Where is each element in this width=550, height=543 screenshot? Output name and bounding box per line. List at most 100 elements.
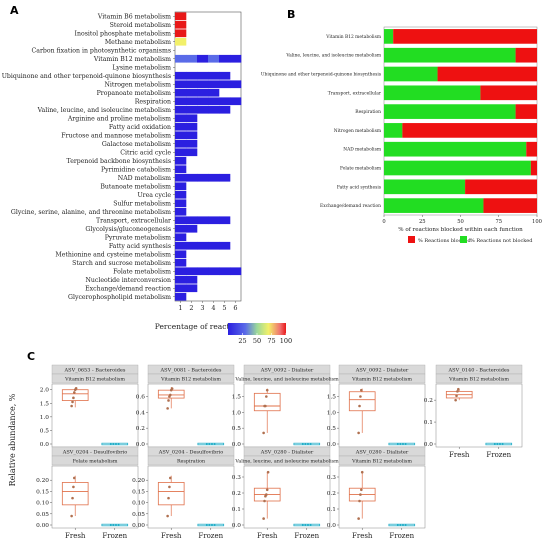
heatmap-cell	[230, 80, 242, 89]
facet-title: ASV_0092 - Dialister	[260, 368, 314, 374]
heatmap-cell	[186, 241, 198, 250]
bar-category-label: Vitamin B12 metabolism	[325, 35, 382, 40]
data-point	[208, 524, 211, 526]
row-label: Transport, extracellular	[96, 218, 171, 225]
data-point	[493, 443, 496, 445]
data-point	[399, 443, 402, 445]
panel-a-letter: A	[10, 4, 19, 17]
heatmap-cell	[219, 54, 231, 63]
bar-category-label: Transport, extracellular	[328, 91, 382, 96]
y-tick-label: 0.1	[424, 420, 433, 426]
data-point	[211, 443, 213, 445]
data-point	[396, 524, 399, 526]
data-point	[109, 443, 112, 445]
data-point	[499, 443, 501, 445]
y-tick-label: 0.0	[136, 442, 146, 448]
x-tick-label: Frozen	[102, 532, 127, 540]
y-tick-label: 0.0	[232, 442, 242, 448]
data-point	[501, 443, 504, 445]
facet-title: ASV_0092 - Dialister	[355, 368, 409, 374]
data-point	[74, 387, 78, 390]
facet-subtitle: Respiration	[177, 459, 205, 465]
y-tick-label: 0.1	[232, 507, 241, 513]
facet-subtitle: Valine, leucine, and isoleucine metaboli…	[234, 459, 339, 465]
x-tick-label: Fresh	[257, 532, 278, 540]
facet-substrip	[147, 455, 235, 466]
column-label: 1	[178, 304, 182, 312]
heatmap-cell	[175, 182, 187, 191]
x-tick-label: 25	[419, 219, 426, 225]
frozen-box	[293, 523, 321, 527]
facet-subtitle: Folate metabolism	[73, 459, 118, 465]
heatmap-cell	[175, 275, 187, 284]
data-point	[358, 499, 361, 503]
bar-segment	[384, 104, 516, 119]
data-point	[167, 496, 170, 500]
x-tick-label: 100	[532, 219, 542, 225]
column-label: 3	[200, 304, 204, 312]
fresh-box	[61, 482, 89, 506]
data-point	[115, 443, 117, 445]
heatmap-cell	[175, 224, 187, 233]
heatmap-cell	[186, 97, 198, 106]
facet-title: ASV_0140 - Bacteroides	[448, 368, 510, 374]
bar-segment	[393, 29, 537, 44]
x-tick-label: 50	[457, 219, 464, 225]
heatmap-cell	[186, 284, 198, 293]
column-label: 5	[222, 304, 226, 312]
data-point	[309, 443, 312, 445]
bar-segment	[384, 160, 531, 176]
data-point	[73, 476, 76, 480]
row-label: Nitrogen metabolism	[104, 82, 171, 89]
y-tick-label: 0.3	[232, 475, 242, 481]
y-tick-label: 0.6	[136, 395, 146, 401]
data-point	[264, 404, 267, 408]
heatmap-cell	[219, 173, 231, 182]
heatmap-cell	[175, 29, 187, 38]
x-tick-label: Frozen	[486, 451, 511, 459]
heatmap-cell	[186, 122, 198, 131]
heatmap-cell	[208, 241, 220, 250]
data-point	[456, 390, 459, 393]
data-point	[301, 443, 304, 445]
data-point	[454, 398, 457, 402]
heatmap-cell	[208, 105, 220, 114]
row-label: NAD metabolism	[118, 175, 171, 182]
data-point	[71, 400, 74, 404]
facet-plot-area	[435, 383, 523, 448]
data-point	[72, 396, 75, 400]
y-tick-label: 0.15	[36, 489, 49, 495]
bar-category-label: NAD metabolism	[343, 148, 382, 153]
frozen-box	[197, 442, 225, 446]
data-point	[357, 431, 360, 435]
heatmap-cell	[186, 54, 198, 63]
row-label: Respiration	[135, 99, 171, 106]
fresh-box	[157, 482, 185, 506]
bar-segment	[465, 179, 537, 195]
bar-segment	[384, 29, 394, 44]
colorbar-tick-label: 100	[280, 337, 292, 345]
heatmap-cell	[208, 54, 220, 63]
heatmap-cell	[175, 131, 187, 140]
facet-subtitle: Vitamin B12 metabolism	[448, 377, 509, 383]
facet-substrip	[338, 455, 426, 466]
heatmap-cell	[219, 267, 231, 276]
data-point	[169, 476, 172, 480]
row-label: Glycolysis/gluconeogenesis	[85, 226, 171, 233]
bar-category-label: Nitrogen metabolism	[334, 129, 382, 134]
data-point	[360, 388, 363, 392]
data-point	[357, 517, 360, 520]
facet-subtitle: Vitamin B12 metabolism	[351, 459, 412, 465]
heatmap-cell	[175, 156, 187, 165]
colorbar	[228, 323, 286, 335]
colorbar-tick-label: 25	[238, 337, 246, 345]
row-label: Valine, leucine, and isoleucine metaboli…	[37, 107, 171, 114]
row-label: Propanoate metabolism	[97, 90, 172, 97]
facet-subtitle: Vitamin B12 metabolism	[160, 377, 221, 383]
facet-substrip	[147, 373, 235, 384]
y-tick-label: 0.0	[424, 442, 434, 448]
bar-segment	[437, 66, 537, 82]
y-tick-label: 0.3	[327, 475, 337, 481]
data-point	[301, 524, 304, 526]
heatmap-cell	[219, 97, 231, 106]
